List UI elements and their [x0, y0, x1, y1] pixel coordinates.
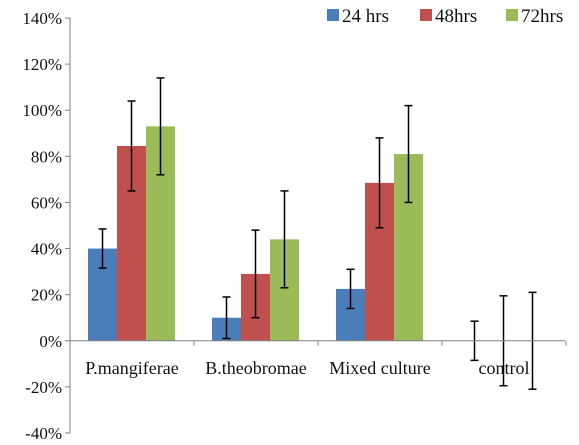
y-axis: 140% 120% 100% 80% 60% 40% 20% 0% -20% -40% — [22, 9, 71, 443]
legend: 24 hrs 48hrs 72hrs — [327, 6, 563, 27]
category-label: P.mangiferae — [85, 358, 178, 378]
y-tick-label: 40% — [31, 240, 62, 259]
x-axis: P.mangiferae B.theobromae Mixed culture con… — [69, 340, 567, 378]
y-tick-label: -40% — [25, 424, 62, 443]
y-tick-label: 20% — [31, 286, 62, 305]
y-tick-label: 140% — [22, 9, 62, 28]
y-tick-label: -20% — [25, 378, 62, 397]
legend-label: 48hrs — [435, 6, 477, 27]
y-tick-label: 120% — [22, 55, 62, 74]
y-tick-label: 80% — [31, 147, 62, 166]
legend-label: 72hrs — [521, 6, 563, 27]
legend-swatch — [420, 9, 432, 21]
legend-label: 24 hrs — [342, 6, 389, 27]
y-tick-label: 60% — [31, 193, 62, 212]
category-label: control — [479, 358, 530, 378]
category-label: B.theobromae — [205, 358, 306, 378]
y-tick-label: 0% — [39, 332, 62, 351]
legend-swatch — [327, 9, 339, 21]
category-label: Mixed culture — [329, 358, 430, 378]
legend-swatch — [506, 9, 518, 21]
y-tick-label: 100% — [22, 101, 62, 120]
